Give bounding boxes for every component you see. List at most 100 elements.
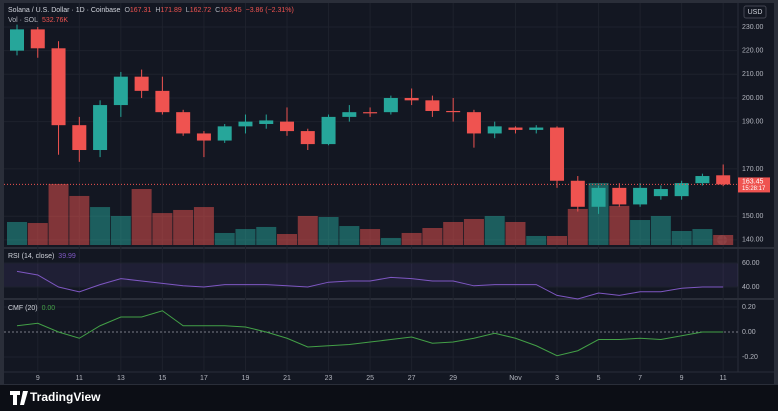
- y-tick-label: 150.00: [742, 213, 764, 220]
- candle-body: [508, 127, 523, 130]
- cmf-line: [16, 310, 724, 357]
- volume-bar: [380, 237, 401, 245]
- volume-bar: [297, 215, 318, 245]
- candle-body: [363, 112, 378, 114]
- volume-bar: [173, 209, 194, 245]
- y-tick-label: 0.00: [742, 329, 756, 336]
- x-tick-label: 11: [720, 375, 727, 382]
- x-tick-label: 17: [200, 375, 208, 382]
- y-tick-label: 170.00: [742, 166, 764, 173]
- volume-bar: [131, 189, 152, 245]
- volume-bar: [110, 215, 131, 245]
- x-tick-label: 5: [597, 375, 601, 382]
- x-tick-label: Nov: [509, 375, 522, 382]
- y-tick-label: 190.00: [742, 118, 764, 125]
- volume-bar: [671, 231, 692, 245]
- volume-bar: [401, 232, 422, 245]
- candle-body: [342, 112, 357, 117]
- volume-bar: [193, 207, 214, 245]
- volume-bar: [277, 234, 298, 245]
- y-tick-label: 140.00: [742, 237, 764, 244]
- ohlc-label: O: [124, 7, 130, 14]
- x-tick-label: 21: [283, 375, 291, 382]
- candle-body: [550, 127, 565, 181]
- candle-body: [383, 97, 398, 113]
- volume-value: 532.76K: [42, 17, 68, 24]
- last-price-box: [738, 177, 770, 193]
- candle-body: [570, 180, 585, 207]
- ohlc-value: 171.89: [160, 7, 182, 14]
- volume-bar: [27, 223, 48, 245]
- y-tick-label: 210.00: [742, 71, 764, 78]
- volume-bar: [318, 217, 339, 245]
- x-tick-label: 3: [555, 375, 559, 382]
- x-tick-label: 23: [325, 375, 333, 382]
- volume-bar: [547, 235, 568, 245]
- last-price: 163.45: [742, 178, 764, 185]
- candle-body: [93, 105, 108, 151]
- symbol-title: Solana / U.S. Dollar · 1D · Coinbase: [8, 7, 121, 14]
- candle-body: [217, 126, 232, 141]
- candle-body: [612, 187, 627, 205]
- volume-bar: [630, 220, 651, 245]
- volume-bar: [7, 221, 27, 245]
- candle-body: [529, 127, 544, 130]
- ohlc-value: 162.72: [190, 7, 212, 14]
- currency-box: [743, 5, 767, 19]
- cmf-value: 0.00: [42, 305, 56, 312]
- volume-bar: [713, 234, 734, 245]
- volume-header: Vol · SOL 532.76K: [8, 17, 68, 24]
- x-tick-label: 13: [117, 375, 125, 382]
- volume-bar: [360, 229, 381, 245]
- volume-bar: [90, 207, 111, 245]
- y-tick-label: 220.00: [742, 47, 764, 54]
- candle-body: [487, 126, 502, 134]
- currency: USD: [748, 9, 763, 16]
- change: −3.86 (−2.31%): [246, 7, 294, 14]
- cmf-name: CMF (20): [8, 305, 38, 312]
- volume-bar: [650, 215, 671, 245]
- candle-body: [30, 29, 45, 49]
- volume-bar: [69, 195, 90, 245]
- volume-bar: [567, 208, 588, 245]
- y-tick-label: 60.00: [742, 260, 760, 267]
- x-tick-label: 9: [680, 375, 684, 382]
- ohlc-label: L: [186, 7, 190, 14]
- candle-body: [51, 48, 66, 126]
- brand-logo: [10, 391, 28, 405]
- candle-body: [716, 175, 731, 185]
- candle-body: [321, 116, 336, 145]
- candle-body: [591, 187, 606, 207]
- x-tick-label: 15: [158, 375, 166, 382]
- legend-header: Solana / U.S. Dollar · 1D · Coinbase O167…: [8, 7, 294, 14]
- volume-bar: [339, 226, 360, 245]
- x-tick-label: 7: [638, 375, 642, 382]
- brand: TradingView: [30, 390, 101, 404]
- candle-body: [425, 100, 440, 111]
- volume-bar: [422, 227, 443, 245]
- volume-bar: [443, 221, 464, 245]
- candle-body: [653, 189, 668, 197]
- candle-body: [404, 97, 419, 101]
- x-tick-label: 25: [366, 375, 374, 382]
- x-tick-label: 19: [242, 375, 250, 382]
- candle-body: [134, 76, 149, 91]
- candle-body: [72, 125, 87, 151]
- volume-bar: [214, 232, 235, 245]
- volume-bar: [692, 229, 713, 245]
- volume-bar: [48, 183, 69, 245]
- candle-body: [280, 121, 295, 132]
- x-tick-label: 9: [36, 375, 40, 382]
- rsi-value: 39.99: [58, 253, 76, 260]
- y-tick-label: -0.20: [742, 354, 758, 361]
- rsi-band: [4, 263, 738, 287]
- volume-bar: [526, 235, 547, 245]
- y-tick-label: 230.00: [742, 24, 764, 31]
- x-tick-label: 27: [408, 375, 416, 382]
- y-tick-label: 40.00: [742, 284, 760, 291]
- candle-body: [176, 112, 191, 134]
- volume-title: Vol · SOL: [8, 17, 38, 24]
- rsi-header: RSI (14, close) 39.99: [8, 253, 76, 260]
